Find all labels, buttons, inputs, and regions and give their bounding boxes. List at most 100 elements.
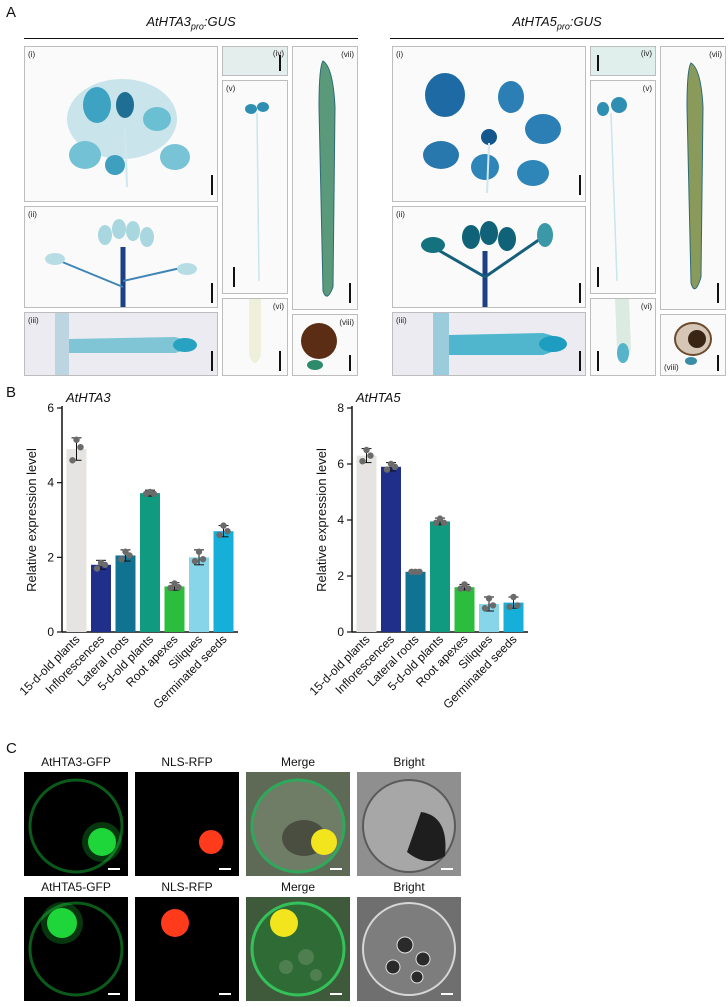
row2-title-rfp: NLS-RFP <box>161 880 213 894</box>
g1-lateral-root-image <box>55 313 197 375</box>
row2-gfp-scalebar <box>108 993 120 995</box>
chart-1-bar <box>356 455 377 632</box>
g2-seedling-image <box>597 97 627 282</box>
group-2-rule <box>390 38 724 39</box>
group-1-sub: pro <box>190 21 204 32</box>
chart-1-title: AtHTA5 <box>355 390 401 405</box>
chart-0-data-point <box>220 522 227 529</box>
chart-1-bar <box>503 602 524 632</box>
g1-seed-image <box>301 323 337 370</box>
g2-tile-ii-scalebar <box>579 283 581 303</box>
chart-0-y-tick-label: 0 <box>47 625 54 639</box>
g2-tile-vi-label: (vi) <box>640 302 652 311</box>
panel-c-label: C <box>6 740 17 757</box>
chart-1-data-point <box>359 458 366 465</box>
g1-tile-vii: (vii) <box>292 46 358 310</box>
g2-tile-iv-label: (iv) <box>640 49 652 58</box>
g2-tile-vi: (vi) <box>590 298 656 376</box>
g2-tile-vii-scalebar <box>717 283 719 303</box>
chart-0-data-point <box>118 556 125 563</box>
g1-tile-vii-scalebar <box>349 283 351 303</box>
chart-1-y-tick-label: 8 <box>337 401 344 415</box>
g2-tile-i-scalebar <box>579 175 581 195</box>
chart-0-data-point <box>150 490 158 498</box>
row1-bright-render <box>362 779 456 873</box>
row2-gfp-image <box>24 897 128 1001</box>
g1-inflorescence-image <box>45 219 197 307</box>
g1-tile-vi-scalebar <box>279 351 281 371</box>
chart-1-bar <box>405 571 426 632</box>
g2-tile-v-label: (v) <box>642 84 652 93</box>
chart-0-bar <box>189 557 209 632</box>
chart-1-data-point <box>506 603 513 610</box>
panel-b-label: B <box>6 384 17 401</box>
chart-0-data-point <box>69 457 76 464</box>
chart-1-bar <box>381 466 401 632</box>
chart-1-bar <box>430 521 450 632</box>
chart-1-data-point <box>514 602 521 609</box>
chart-1-data-point <box>440 519 448 526</box>
chart-0-bar <box>213 531 234 632</box>
row2-rfp-render <box>161 909 189 937</box>
g2-tile-v: (v) <box>590 80 656 294</box>
chart-1-data-point <box>391 463 399 470</box>
g2-lateral-root-image <box>433 313 567 375</box>
chart-0-title: AtHTA3 <box>65 390 111 405</box>
g1-tile-ii-scalebar <box>211 283 213 303</box>
chart-1-data-point <box>485 595 493 602</box>
row1-rfp-render <box>199 830 223 854</box>
g1-tile-i-scalebar <box>211 175 213 195</box>
row2-bright-image <box>357 897 461 1001</box>
chart-1-y-tick-label: 4 <box>337 513 344 527</box>
chart-0-bar <box>115 555 136 632</box>
g2-tile-vi-scalebar <box>597 351 599 371</box>
chart-1-data-point <box>510 593 517 601</box>
g1-tile-v: (v) <box>222 80 288 294</box>
group-2-suffix: :GUS <box>569 14 602 29</box>
row2-gfp-render <box>28 901 124 997</box>
chart-0-y-label: Relative expression level <box>24 448 39 592</box>
chart-0-data-point <box>77 444 84 451</box>
group-2-gene: AtHTA5 <box>512 14 557 29</box>
chart-1-data-point <box>436 515 444 522</box>
group-1-gene: AtHTA3 <box>146 14 191 29</box>
chart-0-bar <box>66 449 87 632</box>
g1-tile-vi-label: (vi) <box>272 302 284 311</box>
chart-1-data-point <box>416 568 423 575</box>
row1-merge-image <box>246 772 350 876</box>
chart-0-data-point <box>73 436 80 443</box>
g1-tile-viii-scalebar <box>349 355 351 371</box>
row1-merge-scalebar <box>330 868 342 870</box>
g1-tile-i-label: (i) <box>28 50 36 59</box>
chart-0-data-point <box>175 584 182 591</box>
g2-tile-iii: (iii) <box>392 312 586 376</box>
row2-merge-scalebar <box>330 993 342 995</box>
g1-tile-iv-scalebar <box>279 55 281 71</box>
g2-silique-image <box>686 62 704 290</box>
chart-0-data-point <box>93 565 101 572</box>
chart-1-data-point <box>408 568 415 575</box>
chart-0-y-tick-label: 6 <box>47 401 54 415</box>
chart-0-bar <box>140 493 160 632</box>
g2-rosette-image <box>423 73 561 194</box>
g2-tile-iv-scalebar <box>597 55 599 71</box>
chart-1-data-point <box>489 602 497 609</box>
chart-0-bar <box>164 586 185 632</box>
chart-0-data-point <box>191 557 199 565</box>
chart-0-y-tick-label: 2 <box>47 550 54 564</box>
row1-bright-scalebar <box>441 868 453 870</box>
g1-tile-viii: (viii) <box>292 314 358 376</box>
group-1-title: AtHTA3pro:GUS <box>24 14 358 32</box>
chart-0-data-point <box>101 561 109 568</box>
group-2-sub: pro <box>556 21 570 32</box>
g1-tile-vi: (vi) <box>222 298 288 376</box>
chart-0-data-point <box>122 548 129 555</box>
chart-1-y-tick-label: 6 <box>337 457 344 471</box>
g1-tile-ii: (ii) <box>24 206 218 308</box>
row2-bright-scalebar <box>441 993 453 995</box>
g1-tile-ii-label: (ii) <box>28 210 37 219</box>
row1-bright-image <box>357 772 461 876</box>
g2-tile-ii-label: (ii) <box>396 210 405 219</box>
